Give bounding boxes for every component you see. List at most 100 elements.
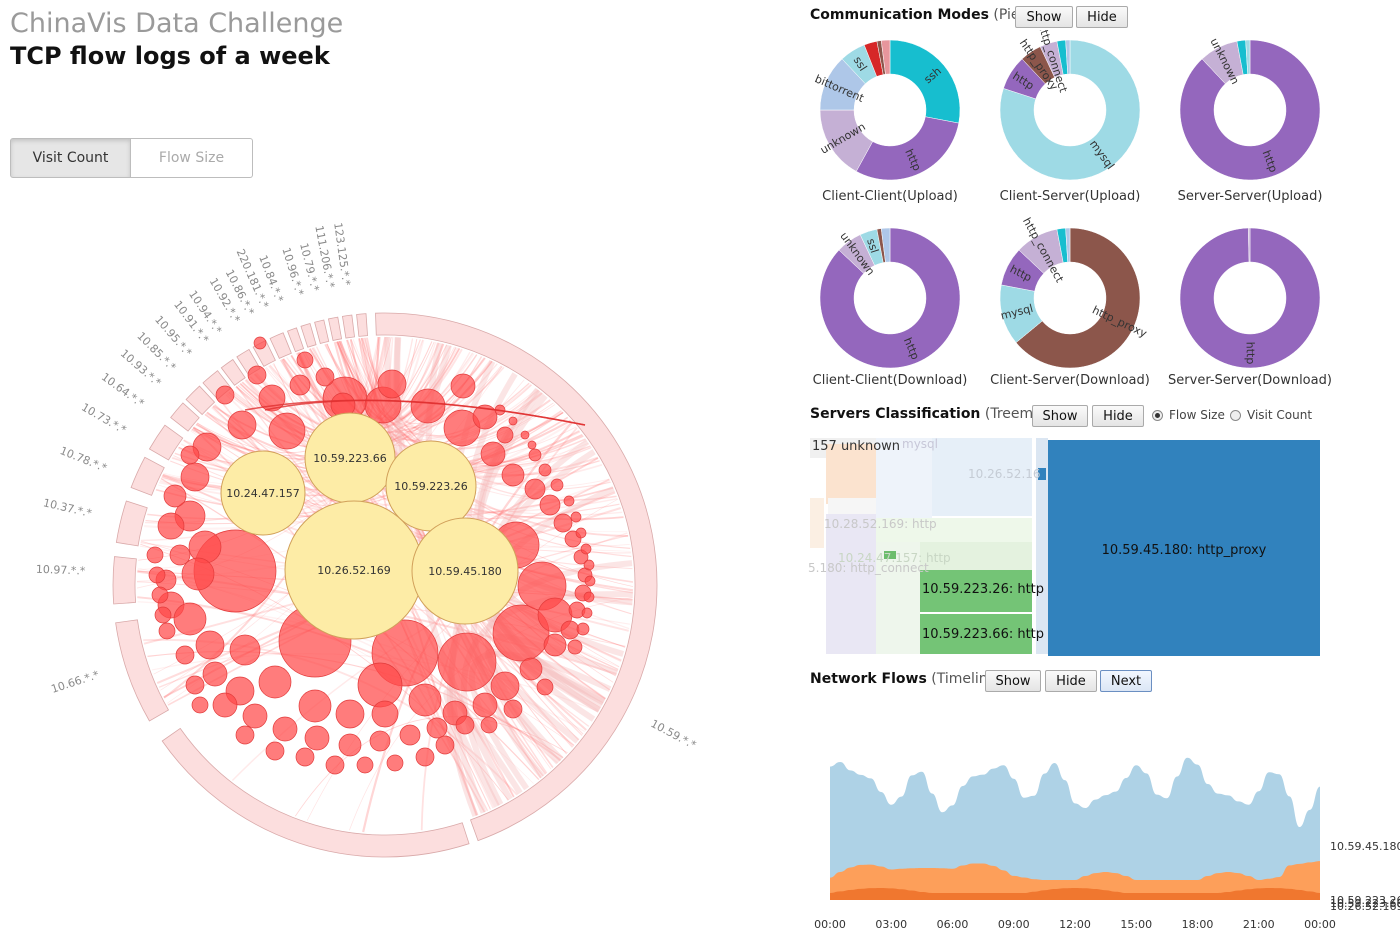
- server-node[interactable]: [538, 463, 552, 477]
- servers-hide-button[interactable]: Hide: [1092, 405, 1144, 427]
- pie-slice[interactable]: [880, 39, 891, 75]
- server-node[interactable]: [163, 484, 187, 508]
- server-node[interactable]: [268, 412, 306, 450]
- server-node[interactable]: [490, 671, 520, 701]
- treemap-cell[interactable]: [876, 542, 920, 654]
- pie-slice[interactable]: [1065, 227, 1071, 263]
- server-node[interactable]: [146, 546, 164, 564]
- server-node[interactable]: [580, 543, 592, 555]
- server-node[interactable]: [539, 494, 561, 516]
- server-node[interactable]: [151, 586, 169, 604]
- server-node[interactable]: [258, 665, 292, 699]
- chord-arc[interactable]: [327, 316, 343, 341]
- server-node[interactable]: [386, 754, 404, 772]
- server-node[interactable]: [169, 544, 191, 566]
- server-node[interactable]: [289, 374, 311, 396]
- server-node[interactable]: [185, 675, 205, 695]
- chord-arc[interactable]: [300, 323, 317, 348]
- server-node[interactable]: [369, 730, 391, 752]
- pie-slice[interactable]: [1015, 227, 1141, 369]
- treemap-cell[interactable]: [884, 551, 896, 559]
- server-node[interactable]: [528, 448, 542, 462]
- server-node[interactable]: [492, 604, 550, 662]
- pie-slice[interactable]: [1179, 39, 1321, 181]
- chord-arc[interactable]: [161, 727, 470, 858]
- server-node[interactable]: [567, 639, 583, 655]
- treemap-cell[interactable]: [1036, 438, 1048, 654]
- server-node[interactable]: [583, 559, 595, 571]
- chord-arc[interactable]: [287, 327, 305, 353]
- server-node[interactable]: [560, 620, 580, 640]
- treemap-cell-main[interactable]: [1048, 440, 1320, 656]
- server-node[interactable]: [584, 575, 596, 587]
- server-node[interactable]: [227, 410, 257, 440]
- flow-size-toggle[interactable]: Flow Size: [131, 138, 253, 178]
- pie-slice[interactable]: [880, 227, 891, 263]
- pie-slice[interactable]: [1247, 227, 1251, 263]
- server-node[interactable]: [173, 602, 207, 636]
- server-node[interactable]: [296, 351, 314, 369]
- network-flows-hide-button[interactable]: Hide: [1045, 670, 1097, 692]
- radio-flow-size-dot[interactable]: [1152, 409, 1163, 421]
- server-node[interactable]: [575, 527, 587, 539]
- chord-arc[interactable]: [115, 619, 170, 722]
- treemap-cell[interactable]: [920, 570, 1032, 612]
- treemap-cell[interactable]: [810, 498, 824, 548]
- treemap-cell[interactable]: [932, 438, 1032, 516]
- pie-slice[interactable]: [1179, 227, 1321, 369]
- server-node[interactable]: [415, 747, 435, 767]
- radio-visit-count-dot[interactable]: [1230, 409, 1241, 421]
- server-node[interactable]: [272, 716, 298, 742]
- server-node[interactable]: [520, 430, 530, 440]
- server-node[interactable]: [195, 630, 225, 660]
- server-node[interactable]: [472, 404, 498, 430]
- server-node[interactable]: [563, 495, 575, 507]
- chord-arc[interactable]: [115, 500, 148, 547]
- chord-arc[interactable]: [130, 456, 165, 496]
- comm-modes-hide-button[interactable]: Hide: [1076, 6, 1128, 28]
- server-node[interactable]: [315, 367, 335, 387]
- server-node[interactable]: [408, 683, 442, 717]
- server-node[interactable]: [175, 645, 195, 665]
- server-node[interactable]: [583, 591, 595, 603]
- server-node[interactable]: [450, 373, 476, 399]
- chord-arc[interactable]: [220, 358, 246, 386]
- server-node[interactable]: [543, 633, 567, 657]
- server-node[interactable]: [570, 511, 582, 523]
- server-node[interactable]: [253, 336, 267, 350]
- server-node[interactable]: [180, 445, 200, 465]
- treemap-cell[interactable]: [920, 542, 1032, 570]
- server-node[interactable]: [501, 463, 525, 487]
- server-node[interactable]: [242, 703, 268, 729]
- server-node[interactable]: [410, 388, 446, 424]
- server-node[interactable]: [304, 725, 330, 751]
- server-node[interactable]: [527, 440, 537, 450]
- server-node[interactable]: [480, 716, 498, 734]
- server-node[interactable]: [265, 741, 285, 761]
- server-node[interactable]: [157, 512, 185, 540]
- chord-arc[interactable]: [112, 556, 137, 605]
- treemap-cell[interactable]: [876, 518, 1032, 542]
- pie-slice[interactable]: [855, 116, 960, 181]
- visit-count-toggle[interactable]: Visit Count: [10, 138, 131, 178]
- pie-slice[interactable]: [1245, 39, 1251, 75]
- chord-arc[interactable]: [170, 402, 200, 432]
- server-node[interactable]: [229, 634, 261, 666]
- server-node-major[interactable]: [220, 450, 306, 536]
- server-node[interactable]: [553, 513, 573, 533]
- server-node[interactable]: [519, 657, 543, 681]
- server-node[interactable]: [503, 699, 523, 719]
- server-node[interactable]: [371, 700, 399, 728]
- chord-arc[interactable]: [356, 313, 368, 337]
- treemap-cell[interactable]: [876, 438, 932, 518]
- server-node[interactable]: [212, 692, 238, 718]
- server-node[interactable]: [235, 725, 255, 745]
- server-node[interactable]: [356, 756, 374, 774]
- server-node[interactable]: [154, 606, 172, 624]
- server-node[interactable]: [298, 689, 332, 723]
- treemap-cell[interactable]: [826, 444, 876, 504]
- server-node[interactable]: [576, 622, 590, 636]
- treemap-cell[interactable]: [828, 498, 876, 514]
- server-node[interactable]: [472, 692, 498, 718]
- chord-arc[interactable]: [185, 385, 216, 416]
